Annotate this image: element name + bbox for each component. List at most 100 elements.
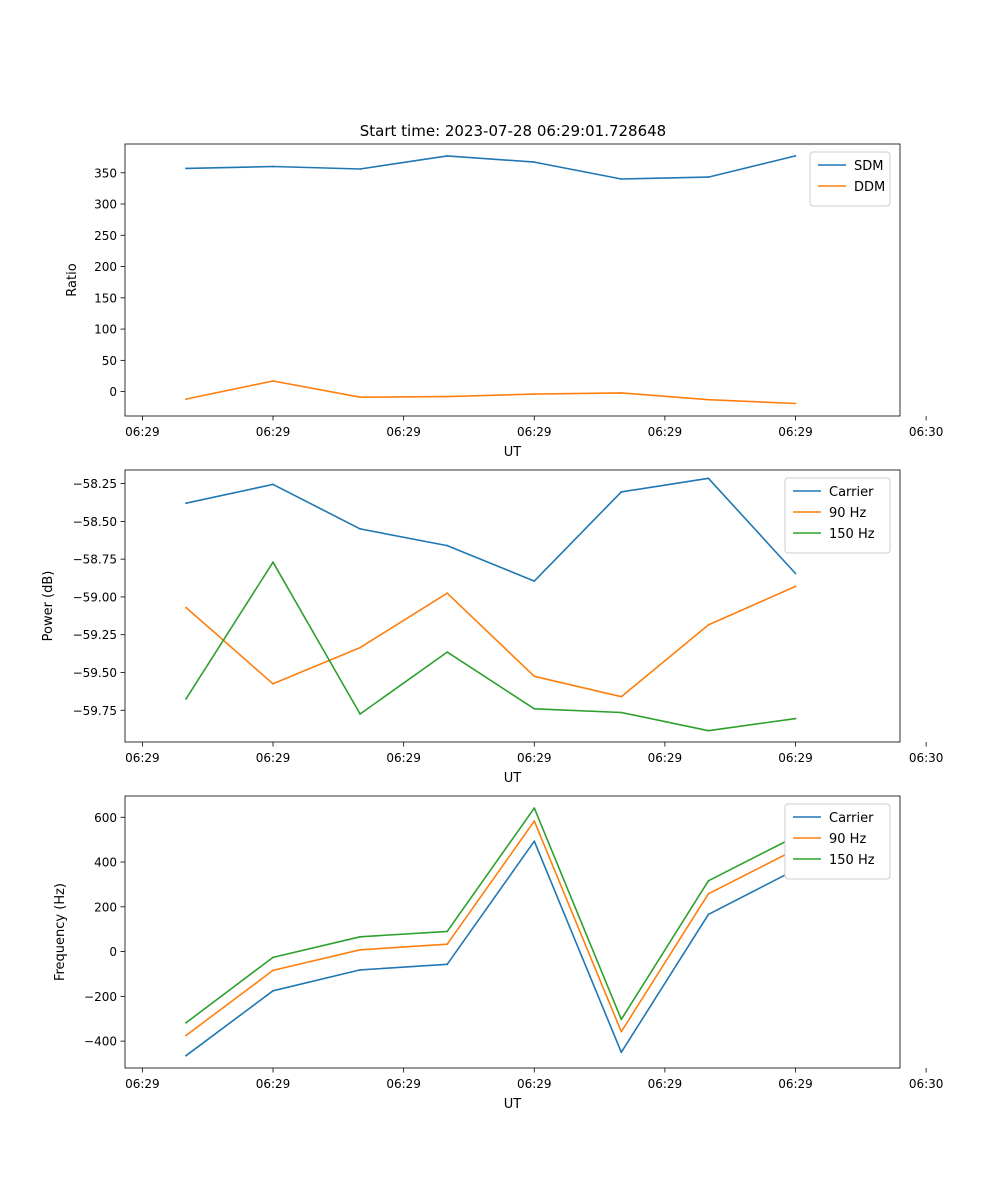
frequency-x-tick-label: 06:30: [909, 1077, 944, 1091]
power-series-carrier-point: [272, 483, 274, 486]
frequency-axes-frame: [124, 795, 901, 1069]
power-series-carrier-point: [446, 544, 449, 547]
ratio-series-ddm-point: [707, 398, 710, 401]
frequency-y-tick-label: 200: [94, 900, 117, 914]
frequency-series-150-hz-point: [446, 930, 449, 933]
power-y-tick-label: −58.50: [73, 515, 117, 529]
power-series-150-hz-line: [185, 561, 796, 732]
power-x-tick-label: 06:29: [125, 751, 160, 765]
frequency-series-carrier-point: [533, 840, 536, 843]
power-series-150-hz-point: [533, 707, 536, 710]
frequency-series-carrier-point: [185, 1054, 187, 1057]
ratio-y-axis-label: Ratio: [65, 263, 80, 296]
power-series-90-hz-point: [794, 585, 797, 588]
ratio-series-sdm-point: [446, 154, 449, 157]
frequency-series-90-hz-point: [446, 943, 449, 946]
frequency-series-carrier-point: [446, 963, 449, 966]
power-legend-label: 90 Hz: [829, 506, 866, 521]
frequency-series-90-hz-point: [620, 1030, 623, 1033]
frequency-x-tick-label: 06:29: [386, 1077, 421, 1091]
power-series-150-hz-point: [620, 711, 623, 714]
power-series-carrier-line: [185, 477, 797, 582]
frequency-legend-box: [784, 803, 891, 880]
power-y-tick-label: −59.25: [73, 628, 117, 642]
power-series-carrier-point: [185, 502, 187, 505]
frequency-y-tick-label: 400: [94, 856, 117, 870]
frequency-legend-label: 150 Hz: [829, 853, 875, 868]
ratio-series-sdm-point: [707, 176, 710, 179]
frequency-x-axis-label: UT: [504, 1097, 522, 1112]
ratio-series-sdm-point: [620, 178, 623, 180]
ratio-y-tick-label: 300: [94, 198, 117, 212]
ratio-x-tick-label: 06:30: [909, 425, 944, 439]
ratio-legend-label: SDM: [854, 159, 883, 174]
ratio-y-tick-label: 0: [109, 385, 117, 399]
power-legend-label: Carrier: [829, 485, 874, 500]
frequency-x-tick-label: 06:29: [648, 1077, 683, 1091]
power-series-150-hz-point: [272, 561, 274, 564]
power-axes-frame: [124, 469, 901, 743]
power-x-axis-label: UT: [504, 771, 522, 786]
power-y-tick-label: −59.00: [73, 590, 117, 604]
frequency-y-tick-label: 600: [94, 811, 117, 825]
ratio-x-axis-label: UT: [504, 445, 522, 460]
ratio-y-tick-label: 250: [94, 229, 117, 243]
power-series-150-hz-point: [794, 717, 797, 720]
power-series-150-hz-point: [359, 713, 362, 715]
ratio-x-tick-label: 06:29: [517, 425, 552, 439]
ratio-y-tick-label: 200: [94, 260, 117, 274]
frequency-series-90-hz-point: [707, 892, 710, 895]
ratio-series-sdm-point: [533, 161, 536, 164]
frequency-series-150-hz-point: [185, 1021, 187, 1024]
frequency-series-150-hz-point: [359, 935, 362, 938]
frequency-series-carrier-point: [707, 913, 710, 916]
frequency-y-axis-label: Frequency (Hz): [53, 883, 68, 981]
frequency-series-90-hz-point: [359, 948, 362, 951]
frequency-panel: 06:29 06:29 06:29 06:29 06:29 06:29 06:30 −400 −…: [53, 795, 944, 1112]
ratio-series-ddm-point: [359, 396, 362, 399]
ratio-series-sdm-line: [185, 155, 796, 180]
frequency-series-carrier-point: [272, 989, 274, 992]
ratio-series-ddm-point: [794, 402, 797, 405]
power-x-tick-label: 06:29: [256, 751, 291, 765]
ratio-y-tick-label: 50: [102, 354, 117, 368]
ratio-x-tick-label: 06:29: [125, 425, 160, 439]
power-series-carrier-point: [620, 491, 623, 493]
ratio-axes-frame: [124, 143, 901, 417]
ratio-series-ddm-point: [185, 398, 187, 401]
frequency-series-90-hz-point: [272, 969, 274, 972]
power-x-tick-label: 06:29: [778, 751, 813, 765]
frequency-legend-label: Carrier: [829, 811, 874, 826]
power-series-150-hz-point: [707, 729, 710, 732]
ratio-panel: 06:29 06:29 06:29 06:29 06:29 06:29 06:30 0 50 10…: [65, 143, 944, 460]
power-legend-label: 150 Hz: [829, 527, 875, 542]
ratio-series-sdm-point: [794, 154, 797, 157]
frequency-x-tick-label: 06:29: [517, 1077, 552, 1091]
frequency-series-150-hz-point: [620, 1018, 623, 1021]
ratio-series-ddm-point: [446, 395, 449, 398]
power-panel: 06:29 06:29 06:29 06:29 06:29 06:29 06:30 −59.7…: [41, 469, 943, 786]
frequency-y-tick-label: −400: [84, 1035, 117, 1049]
power-series-90-hz-point: [185, 606, 187, 609]
power-series-carrier-point: [533, 580, 536, 582]
frequency-series-150-hz-point: [707, 879, 710, 882]
power-series-150-hz-point: [446, 651, 449, 653]
power-legend-box: [784, 477, 891, 554]
ratio-x-tick-label: 06:29: [648, 425, 683, 439]
ratio-x-tick-label: 06:29: [386, 425, 421, 439]
frequency-series-150-hz-line: [185, 807, 796, 1024]
power-series-90-hz-point: [359, 646, 362, 649]
frequency-y-tick-label: −200: [84, 990, 117, 1004]
power-series-carrier-point: [794, 572, 797, 575]
ratio-series-sdm-point: [359, 168, 362, 170]
frequency-x-tick-label: 06:29: [256, 1077, 291, 1091]
figure-title: Start time: 2023-07-28 06:29:01.728648: [360, 122, 666, 140]
frequency-series-150-hz-point: [272, 956, 274, 959]
power-series-90-hz-point: [620, 695, 623, 698]
power-x-tick-label: 06:29: [386, 751, 421, 765]
ratio-y-tick-label: 150: [94, 291, 117, 305]
power-series-carrier-point: [359, 528, 362, 530]
frequency-series-carrier-point: [620, 1051, 623, 1054]
power-y-tick-label: −58.25: [73, 477, 117, 491]
frequency-series-carrier-line: [185, 840, 796, 1057]
